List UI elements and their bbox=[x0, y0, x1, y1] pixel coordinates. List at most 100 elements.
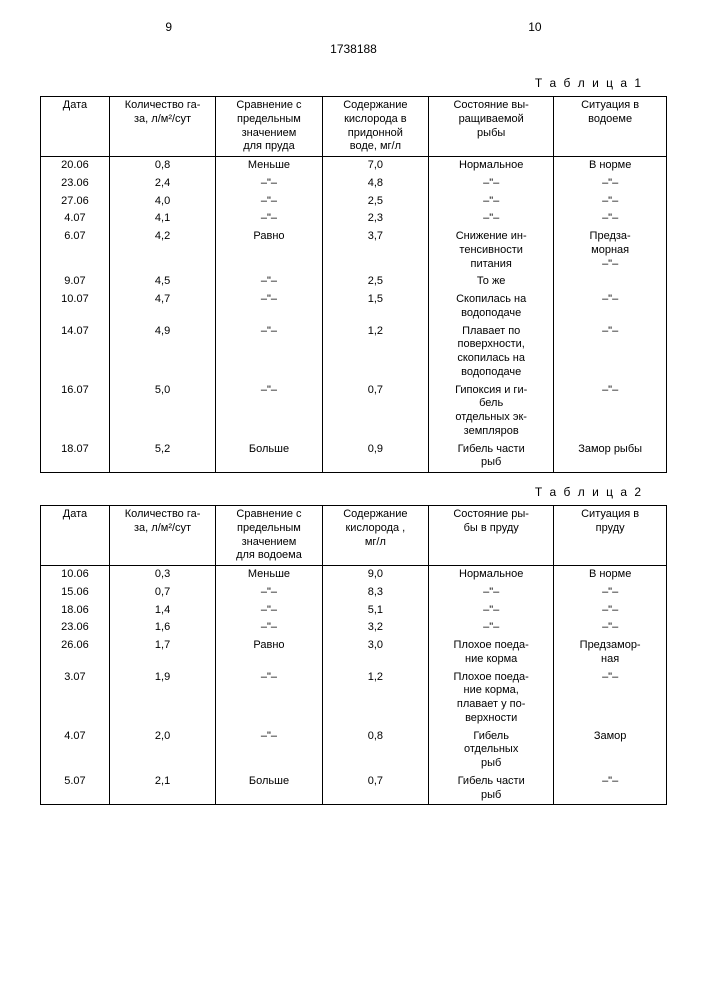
table-cell: 1,7 bbox=[109, 637, 215, 669]
table-cell: –"– bbox=[429, 175, 554, 193]
table-cell: 2,5 bbox=[322, 193, 428, 211]
table-cell: Гибель частирыб bbox=[429, 773, 554, 805]
table-cell: –"– bbox=[216, 273, 322, 291]
th: Состояние вы-ращиваемойрыбы bbox=[429, 97, 554, 157]
table-cell: –"– bbox=[216, 210, 322, 228]
table-cell: –"– bbox=[429, 210, 554, 228]
table-cell: 4,8 bbox=[322, 175, 428, 193]
th: Состояние ры-бы в пруду bbox=[429, 506, 554, 566]
th: Дата bbox=[41, 97, 110, 157]
th: Количество га-за, л/м²/сут bbox=[109, 506, 215, 566]
table-cell: 4.07 bbox=[41, 728, 110, 773]
table-cell: 2,4 bbox=[109, 175, 215, 193]
table-cell: 14.07 bbox=[41, 323, 110, 382]
table-cell: Нормальное bbox=[429, 566, 554, 584]
table2-header-row: Дата Количество га-за, л/м²/сут Сравнени… bbox=[41, 506, 667, 566]
table-cell: –"– bbox=[554, 323, 667, 382]
table-cell: 2,0 bbox=[109, 728, 215, 773]
table-cell: –"– bbox=[554, 773, 667, 805]
table-cell: 5,2 bbox=[109, 441, 215, 473]
th: Сравнение спредельнымзначениемдля пруда bbox=[216, 97, 322, 157]
table-row: 10.074,7–"–1,5Скопилась наводоподаче–"– bbox=[41, 291, 667, 323]
table2-label: Т а б л и ц а 2 bbox=[40, 485, 643, 499]
table-cell: 0,7 bbox=[109, 584, 215, 602]
table-cell: 5.07 bbox=[41, 773, 110, 805]
table-cell: –"– bbox=[554, 602, 667, 620]
table-cell: Скопилась наводоподаче bbox=[429, 291, 554, 323]
table-cell: Замор bbox=[554, 728, 667, 773]
table-cell: Предзамор-ная bbox=[554, 637, 667, 669]
table-cell: –"– bbox=[554, 175, 667, 193]
th: Количество га-за, л/м²/сут bbox=[109, 97, 215, 157]
table-cell: 8,3 bbox=[322, 584, 428, 602]
table-cell: –"– bbox=[554, 584, 667, 602]
table-cell: 3,2 bbox=[322, 619, 428, 637]
doc-number: 1738188 bbox=[40, 42, 667, 56]
table-cell: 0,8 bbox=[109, 157, 215, 175]
table-cell: –"– bbox=[216, 193, 322, 211]
table-cell: 3,0 bbox=[322, 637, 428, 669]
table-cell: –"– bbox=[216, 669, 322, 728]
table-cell: –"– bbox=[554, 210, 667, 228]
table-cell: То же bbox=[429, 273, 554, 291]
table-row: 3.071,9–"–1,2Плохое поеда-ние корма,плав… bbox=[41, 669, 667, 728]
table-cell: 18.06 bbox=[41, 602, 110, 620]
table-cell: 10.07 bbox=[41, 291, 110, 323]
table-row: 26.061,7Равно3,0Плохое поеда-ние кормаПр… bbox=[41, 637, 667, 669]
table-row: 10.060,3Меньше9,0НормальноеВ норме bbox=[41, 566, 667, 584]
table-cell: 20.06 bbox=[41, 157, 110, 175]
table-cell: –"– bbox=[554, 382, 667, 441]
table1-label: Т а б л и ц а 1 bbox=[40, 76, 643, 90]
table-cell: В норме bbox=[554, 566, 667, 584]
table-row: 16.075,0–"–0,7Гипоксия и ги-бельотдельны… bbox=[41, 382, 667, 441]
table-cell: Гипоксия и ги-бельотдельных эк-земпляров bbox=[429, 382, 554, 441]
table-cell: Равно bbox=[216, 637, 322, 669]
table2-body: 10.060,3Меньше9,0НормальноеВ норме15.060… bbox=[41, 566, 667, 805]
table-cell: 26.06 bbox=[41, 637, 110, 669]
table-cell: 4,1 bbox=[109, 210, 215, 228]
table-cell: 0,7 bbox=[322, 773, 428, 805]
th: Дата bbox=[41, 506, 110, 566]
table-cell: –"– bbox=[429, 602, 554, 620]
table-cell: 23.06 bbox=[41, 175, 110, 193]
page-numbers: 9 10 bbox=[165, 20, 541, 34]
table-cell: 4,9 bbox=[109, 323, 215, 382]
table-cell: 4.07 bbox=[41, 210, 110, 228]
table-cell: –"– bbox=[216, 382, 322, 441]
table-row: 5.072,1Больше0,7Гибель частирыб–"– bbox=[41, 773, 667, 805]
table-cell: Больше bbox=[216, 441, 322, 473]
th: Ситуация вводоеме bbox=[554, 97, 667, 157]
table-cell: –"– bbox=[429, 193, 554, 211]
table1-body: 20.060,8Меньше7,0НормальноеВ норме23.062… bbox=[41, 157, 667, 473]
table-row: 18.061,4–"–5,1–"––"– bbox=[41, 602, 667, 620]
table-cell: –"– bbox=[216, 728, 322, 773]
table2: Дата Количество га-за, л/м²/сут Сравнени… bbox=[40, 505, 667, 805]
table-cell: –"– bbox=[216, 619, 322, 637]
th: Ситуация впруду bbox=[554, 506, 667, 566]
table-cell: 0,9 bbox=[322, 441, 428, 473]
table-cell: Равно bbox=[216, 228, 322, 273]
table-cell: –"– bbox=[554, 619, 667, 637]
table-cell: 0,3 bbox=[109, 566, 215, 584]
table-row: 23.062,4–"–4,8–"––"– bbox=[41, 175, 667, 193]
table-row: 14.074,9–"–1,2Плавает поповерхности,скоп… bbox=[41, 323, 667, 382]
table-cell: 2,3 bbox=[322, 210, 428, 228]
table-cell: 18.07 bbox=[41, 441, 110, 473]
table-cell: В норме bbox=[554, 157, 667, 175]
page-right: 10 bbox=[528, 20, 541, 34]
table-row: 9.074,5–"–2,5То же bbox=[41, 273, 667, 291]
table-cell: Плавает поповерхности,скопилась наводопо… bbox=[429, 323, 554, 382]
table-cell: 5,1 bbox=[322, 602, 428, 620]
table-cell: 23.06 bbox=[41, 619, 110, 637]
table-cell: Меньше bbox=[216, 157, 322, 175]
table-cell: –"– bbox=[429, 619, 554, 637]
table-cell: 15.06 bbox=[41, 584, 110, 602]
table-cell: 16.07 bbox=[41, 382, 110, 441]
table-row: 6.074,2Равно3,7Снижение ин-тенсивностипи… bbox=[41, 228, 667, 273]
table-cell: 1,5 bbox=[322, 291, 428, 323]
table-cell: 5,0 bbox=[109, 382, 215, 441]
table-cell: 4,7 bbox=[109, 291, 215, 323]
table-cell: 1,6 bbox=[109, 619, 215, 637]
table-cell: 4,5 bbox=[109, 273, 215, 291]
table-cell: –"– bbox=[216, 602, 322, 620]
